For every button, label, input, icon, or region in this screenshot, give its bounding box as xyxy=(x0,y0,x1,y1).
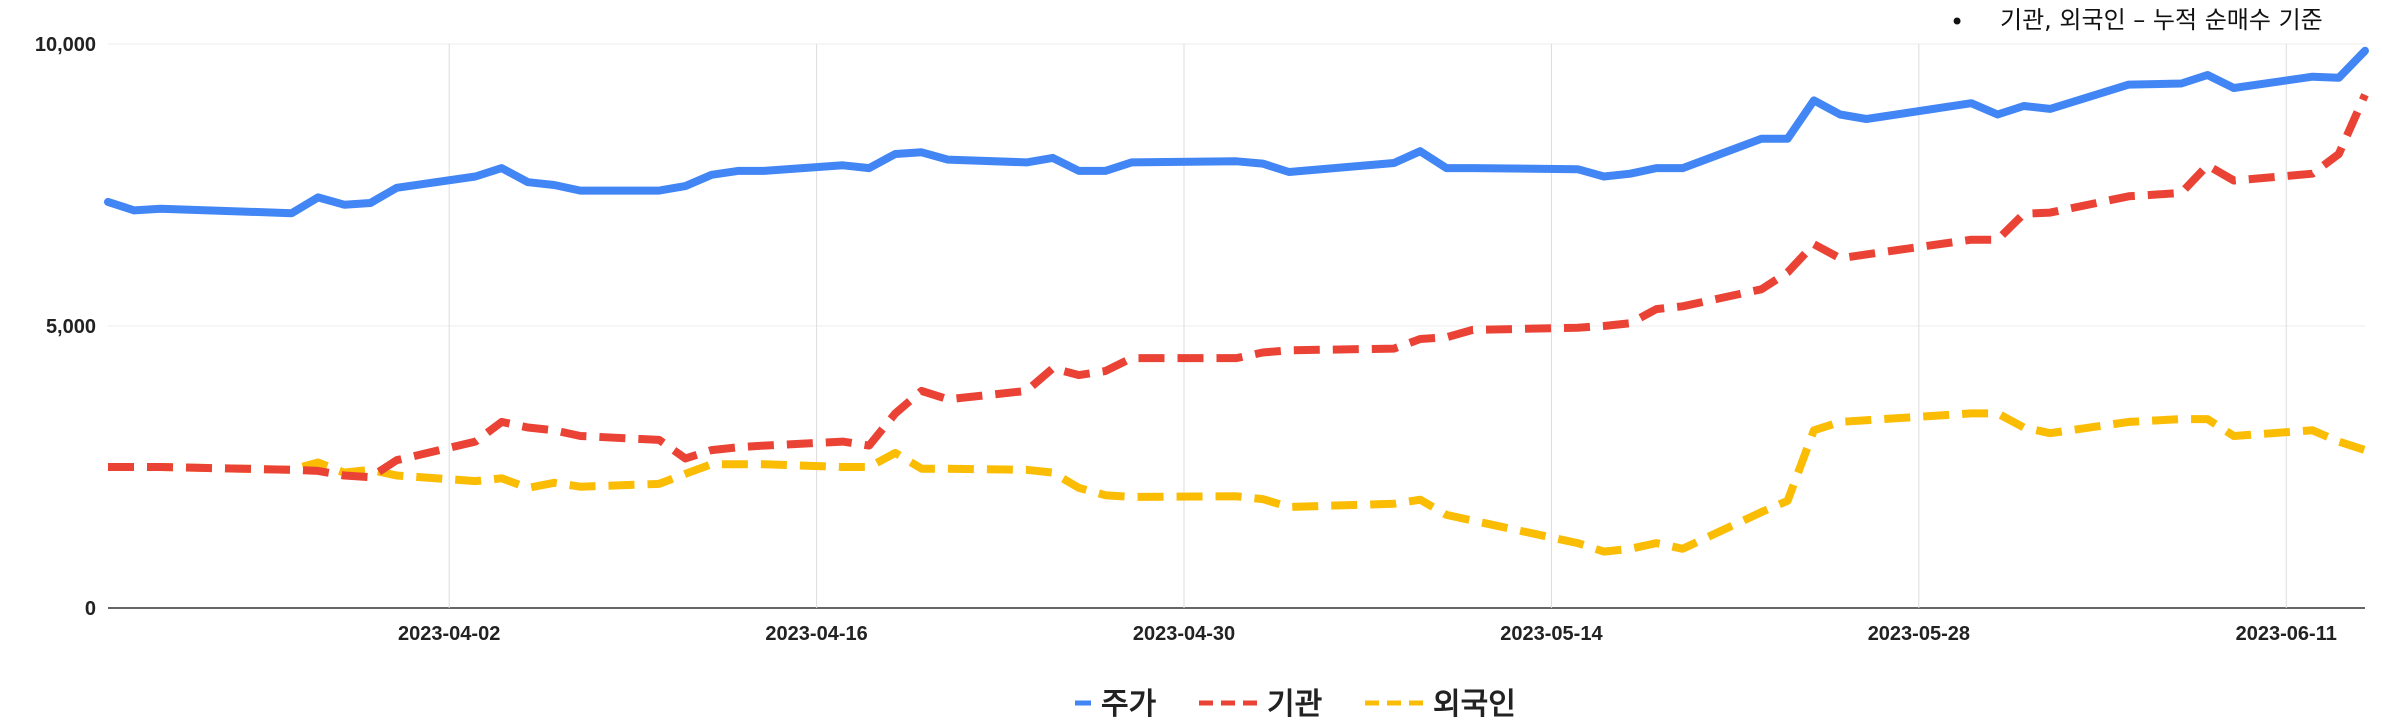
y-tick-label: 10,000 xyxy=(35,34,96,56)
x-tick-label: 2023-04-30 xyxy=(1133,623,1235,645)
note-bullet: • xyxy=(1950,8,1964,36)
legend-label: 주가 xyxy=(1101,687,1157,722)
x-tick-label: 2023-05-14 xyxy=(1500,623,1603,645)
series-layer xyxy=(104,46,2369,556)
x-tick-label: 2023-04-02 xyxy=(398,623,500,645)
series-line-1 xyxy=(108,93,2369,482)
note-text: 기관, 외국인 – 누적 순매수 기준 xyxy=(2000,6,2323,34)
x-tick-label: 2023-04-16 xyxy=(765,623,867,645)
legend-label: 외국인 xyxy=(1433,687,1516,722)
grid-layer xyxy=(108,43,2365,609)
legend-label: 기관 xyxy=(1267,687,1322,722)
x-tick-label: 2023-06-11 xyxy=(2236,623,2337,645)
axis-layer: 0 5,000 10,000 2023-04-02 2023-04-16 2023-04-… xyxy=(35,34,2337,645)
series-line-0 xyxy=(104,46,2369,218)
y-tick-label: 0 xyxy=(85,598,96,620)
x-tick-label: 2023-05-28 xyxy=(1868,623,1970,645)
chart-note: • 기관, 외국인 – 누적 순매수 기준 xyxy=(1950,6,2323,36)
series-line-2 xyxy=(108,409,2367,556)
legend: 주가 기관 외국인 xyxy=(1075,687,1516,722)
y-tick-label: 5,000 xyxy=(46,316,96,338)
